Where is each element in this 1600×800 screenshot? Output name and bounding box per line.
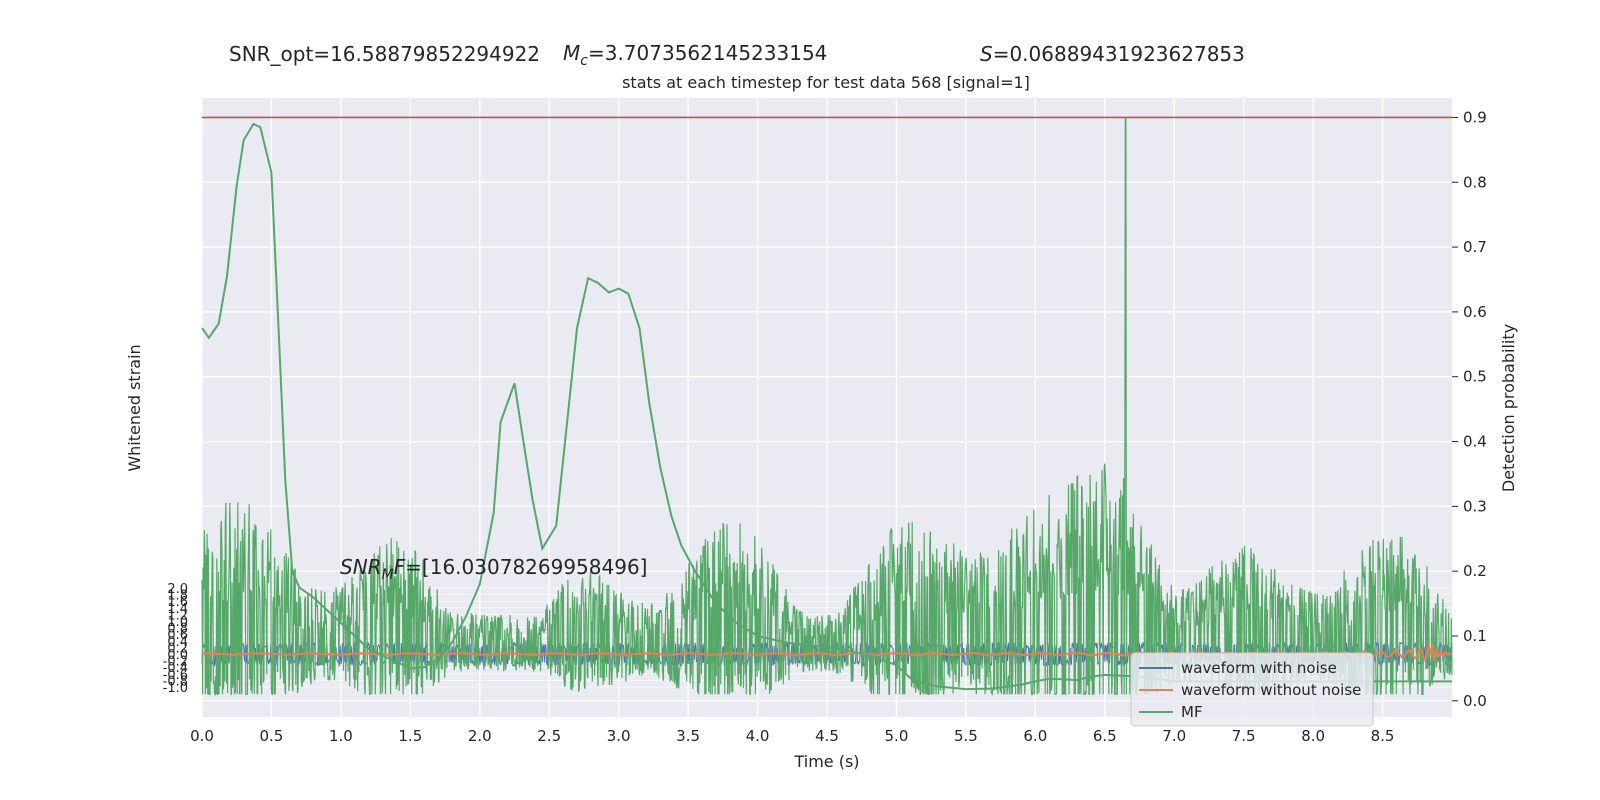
left-tick-label: 0.4 — [167, 635, 188, 650]
right-tick-label: 0.9 — [1463, 108, 1487, 126]
x-axis-label: Time (s) — [793, 752, 859, 771]
right-axis-label: Detection probability — [1499, 324, 1518, 492]
x-tick-label: 0.5 — [260, 727, 284, 745]
x-tick-label: 1.0 — [329, 727, 353, 745]
snr-mf-annotation: SNRMF=[16.03078269958496] — [340, 555, 648, 583]
right-axis-ticks: 0.0 0.1 0.2 0.3 0.4 0.5 0.6 0.7 0.8 0.9 — [1452, 108, 1487, 710]
x-tick-label: 2.0 — [468, 727, 492, 745]
right-tick-label: 0.3 — [1463, 497, 1487, 515]
left-tick-label: 0.6 — [167, 628, 188, 643]
s-stat-text: S=0.06889431923627853 — [980, 42, 1245, 66]
legend: waveform with noise waveform without noi… — [1130, 652, 1374, 727]
x-tick-label: 8.0 — [1301, 727, 1325, 745]
left-tick-label: 1.8 — [167, 589, 188, 604]
left-tick-label: 0.2 — [167, 641, 188, 656]
left-tick-label: -0.2 — [163, 655, 188, 670]
left-tick-label: -1.0 — [163, 681, 188, 696]
left-tick-label: 1.6 — [167, 595, 188, 610]
detection-noise-path — [201, 116, 1453, 697]
right-tick-label: 0.2 — [1463, 562, 1487, 580]
x-tick-label: 8.5 — [1371, 727, 1395, 745]
x-tick-label: 1.5 — [398, 727, 422, 745]
x-tick-label: 6.5 — [1093, 727, 1117, 745]
x-tick-label: 4.5 — [815, 727, 839, 745]
left-tick-label: 0.0 — [167, 648, 188, 663]
right-tick-label: 0.7 — [1463, 238, 1487, 256]
left-tick-label: -0.8 — [163, 674, 188, 689]
left-axis-ticks: 2.01.81.61.41.21.00.80.60.40.20.0-0.2-0.… — [163, 582, 188, 696]
right-tick-label: 0.4 — [1463, 433, 1487, 451]
snr-opt-text: SNR_opt=16.58879852294922 — [229, 42, 540, 66]
chirp-mass-text: Mc=3.7073562145233154 — [563, 41, 827, 69]
mf-line — [201, 122, 1452, 691]
x-tick-label: 7.0 — [1162, 727, 1186, 745]
right-tick-label: 0.5 — [1463, 368, 1487, 386]
left-tick-label: 2.0 — [167, 582, 188, 597]
x-tick-label: 3.5 — [676, 727, 700, 745]
x-tick-label: 5.0 — [885, 727, 909, 745]
legend-label-noisy: waveform with noise — [1181, 659, 1337, 677]
left-tick-label: 1.4 — [167, 602, 188, 617]
legend-label-clean: waveform without noise — [1181, 681, 1361, 699]
right-tick-label: 0.0 — [1463, 692, 1487, 710]
chart-subtitle: stats at each timestep for test data 568… — [622, 73, 1030, 92]
left-tick-label: 0.8 — [167, 622, 188, 637]
x-tick-label: 4.0 — [746, 727, 770, 745]
legend-box — [1130, 652, 1374, 727]
x-tick-label: 7.5 — [1232, 727, 1256, 745]
right-tick-label: 0.1 — [1463, 627, 1487, 645]
right-tick-label: 0.6 — [1463, 303, 1487, 321]
x-tick-label: 2.5 — [537, 727, 561, 745]
x-tick-label: 6.0 — [1023, 727, 1047, 745]
right-tick-label: 0.8 — [1463, 173, 1487, 191]
left-tick-label: 1.0 — [167, 615, 188, 630]
left-tick-label: 1.2 — [167, 608, 188, 623]
left-tick-label: -0.4 — [163, 661, 188, 676]
x-tick-label: 3.0 — [607, 727, 631, 745]
x-tick-label: 5.5 — [954, 727, 978, 745]
legend-label-mf: MF — [1181, 703, 1203, 721]
x-tick-label: 0.0 — [190, 727, 214, 745]
x-axis-ticks: 0.0 0.5 1.0 1.5 2.0 2.5 3.0 3.5 4.0 4.5 5.0 5.5 6.0 6… — [190, 727, 1394, 745]
detection-noise-fill — [201, 116, 1453, 697]
left-axis-label: Whitened strain — [125, 344, 144, 471]
left-tick-label: -0.6 — [163, 668, 188, 683]
